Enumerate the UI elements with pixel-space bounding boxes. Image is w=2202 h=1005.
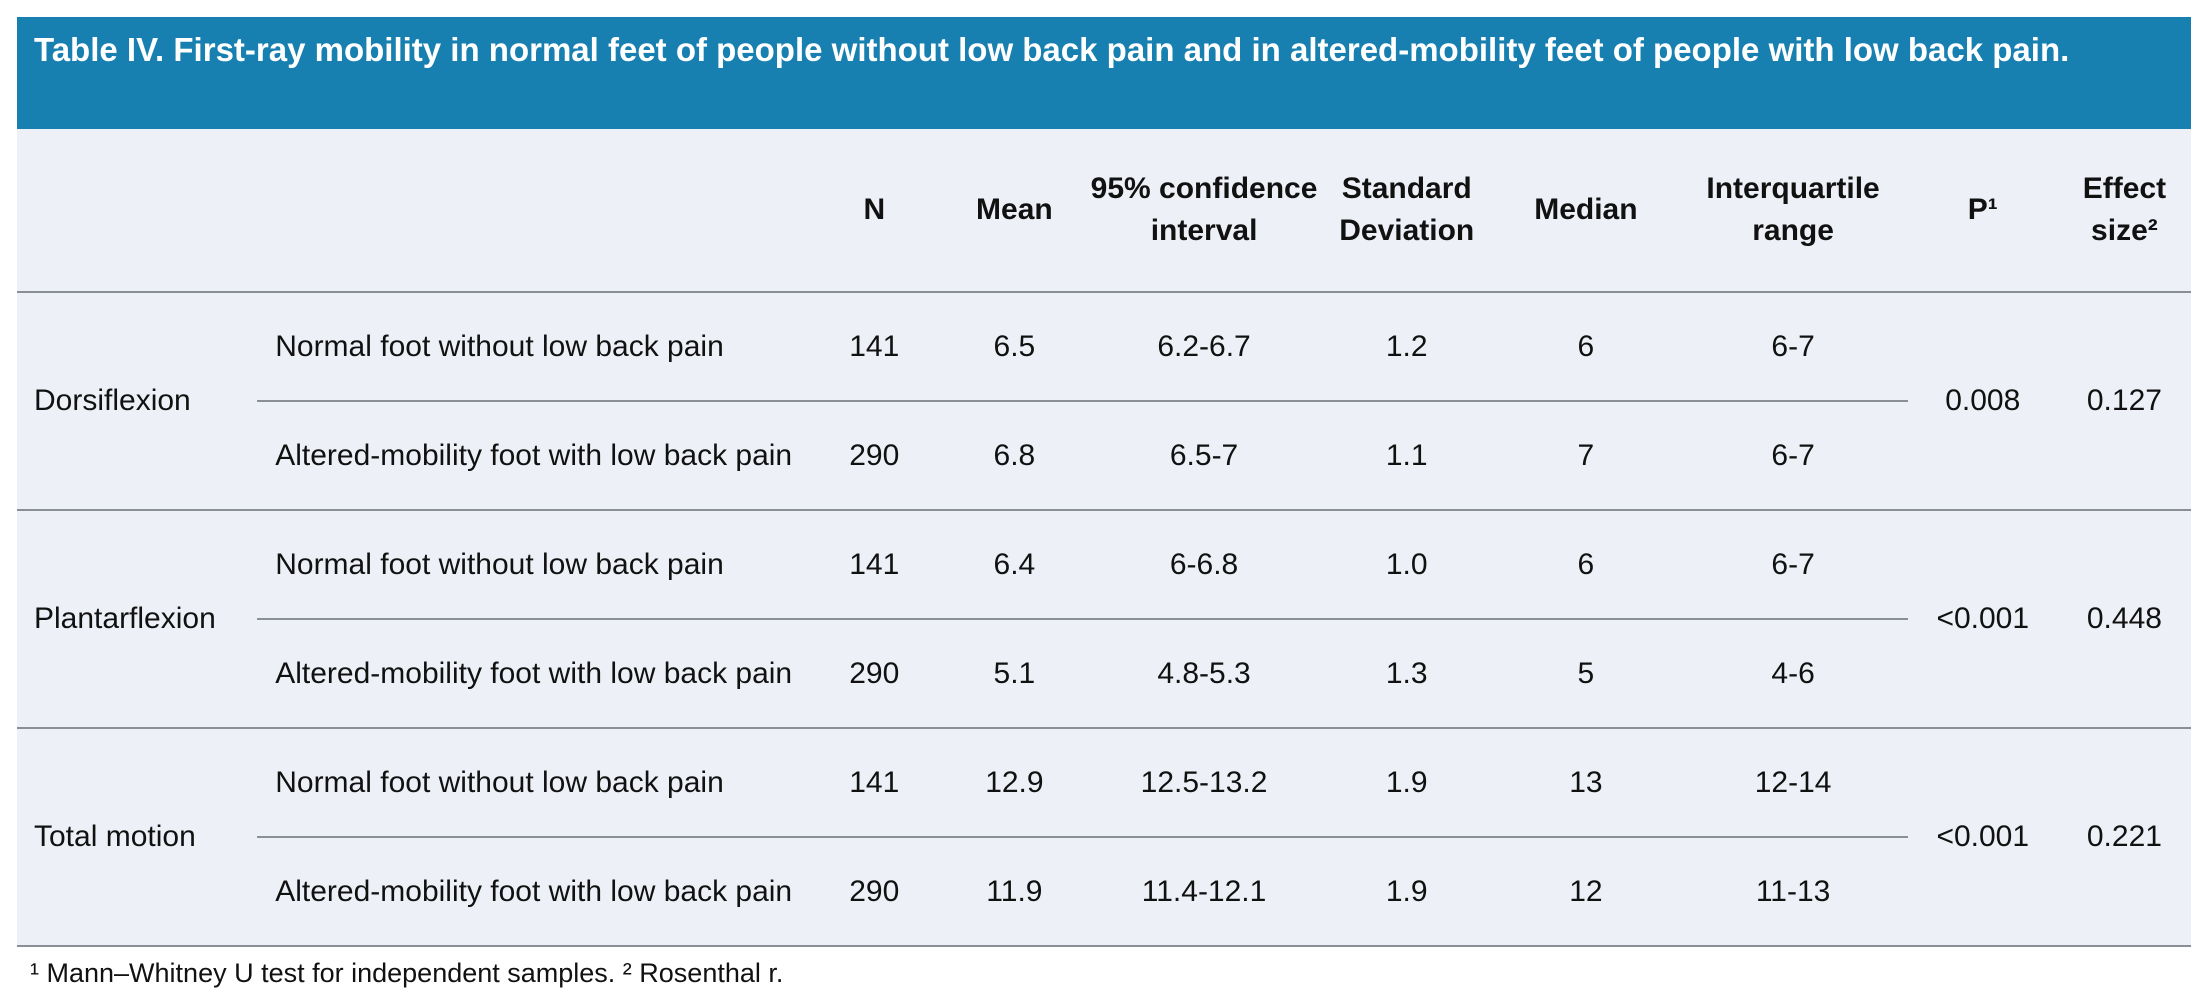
cell: 6.4 <box>940 510 1088 620</box>
table-row: Altered-mobility foot with low back pain… <box>17 619 2191 729</box>
group-label: Total motion <box>17 728 258 947</box>
cell: 1.1 <box>1320 401 1494 511</box>
cell: 6-7 <box>1678 401 1908 511</box>
footnote: ¹ Mann–Whitney U test for independent sa… <box>30 958 784 988</box>
table-row: Altered-mobility foot with low back pain… <box>17 837 2191 947</box>
group-label: Plantarflexion <box>17 510 258 729</box>
table: N Mean 95% confidence interval Standard Dev… <box>17 129 2191 947</box>
cell: 290 <box>807 401 941 511</box>
column-header: 95% confidence interval <box>1087 129 1321 293</box>
cell: 11-13 <box>1678 837 1908 947</box>
table-row: Total motion Normal foot without low back… <box>17 728 2191 947</box>
cell: 6-7 <box>1678 292 1908 402</box>
cell: 290 <box>807 619 941 729</box>
table-row: Plantarflexion Normal foot without low ba… <box>17 510 2191 729</box>
column-header: Mean <box>940 129 1088 293</box>
cell: 1.0 <box>1320 510 1494 620</box>
cell: 6.5-7 <box>1087 401 1321 511</box>
table-row: Dorsiflexion Normal foot without low back… <box>17 292 2191 511</box>
column-header: Effect size² <box>2057 129 2191 293</box>
blank-header <box>257 129 808 293</box>
cell: 6.5 <box>940 292 1088 402</box>
effect-size: 0.127 <box>2057 292 2191 511</box>
row-label: Altered-mobility foot with low back pain <box>257 619 808 729</box>
row-label: Normal foot without low back pain <box>257 292 808 402</box>
table-row: Altered-mobility foot with low back pain… <box>17 401 2191 511</box>
p-value: <0.001 <box>1907 510 2058 729</box>
column-header: Standard Deviation <box>1320 129 1494 293</box>
cell: 5 <box>1493 619 1679 729</box>
effect-size: 0.221 <box>2057 728 2191 947</box>
group-label: Dorsiflexion <box>17 292 258 511</box>
column-header: Interquartile range <box>1678 129 1908 293</box>
table-title: Table IV. First-ray mobility in normal f… <box>17 17 2191 129</box>
p-value: <0.001 <box>1907 728 2058 947</box>
cell: 141 <box>807 510 941 620</box>
cell: 11.9 <box>940 837 1088 947</box>
cell: 13 <box>1493 728 1679 838</box>
column-header: N <box>807 129 941 293</box>
cell: 6.8 <box>940 401 1088 511</box>
header-row: N Mean 95% confidence interval Standard Dev… <box>17 129 2191 293</box>
row-label: Normal foot without low back pain <box>257 510 808 620</box>
cell: 6-6.8 <box>1087 510 1321 620</box>
cell: 141 <box>807 292 941 402</box>
p-value: 0.008 <box>1907 292 2058 511</box>
row-label: Normal foot without low back pain <box>257 728 808 838</box>
cell: 12.9 <box>940 728 1088 838</box>
cell: 1.3 <box>1320 619 1494 729</box>
blank-header <box>17 129 258 293</box>
cell: 6-7 <box>1678 510 1908 620</box>
cell: 12-14 <box>1678 728 1908 838</box>
cell: 6 <box>1493 510 1679 620</box>
cell: 1.9 <box>1320 837 1494 947</box>
row-label: Altered-mobility foot with low back pain <box>257 401 808 511</box>
cell: 4.8-5.3 <box>1087 619 1321 729</box>
column-header: P¹ <box>1907 129 2058 293</box>
cell: 1.9 <box>1320 728 1494 838</box>
cell: 141 <box>807 728 941 838</box>
cell: 6.2-6.7 <box>1087 292 1321 402</box>
cell: 5.1 <box>940 619 1088 729</box>
cell: 12.5-13.2 <box>1087 728 1321 838</box>
row-label: Altered-mobility foot with low back pain <box>257 837 808 947</box>
cell: 1.2 <box>1320 292 1494 402</box>
cell: 11.4-12.1 <box>1087 837 1321 947</box>
cell: 290 <box>807 837 941 947</box>
cell: 7 <box>1493 401 1679 511</box>
cell: 12 <box>1493 837 1679 947</box>
cell: 6 <box>1493 292 1679 402</box>
cell: 4-6 <box>1678 619 1908 729</box>
column-header: Median <box>1493 129 1679 293</box>
effect-size: 0.448 <box>2057 510 2191 729</box>
